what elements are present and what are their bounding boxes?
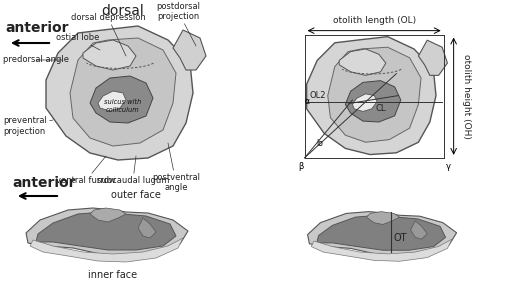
- Polygon shape: [339, 49, 386, 75]
- Polygon shape: [311, 239, 452, 261]
- Polygon shape: [410, 221, 427, 239]
- Text: dorsal: dorsal: [102, 4, 144, 18]
- Polygon shape: [26, 208, 188, 256]
- Polygon shape: [90, 208, 126, 222]
- Polygon shape: [307, 37, 436, 154]
- Text: α: α: [305, 97, 310, 106]
- Text: subcaudal lugum: subcaudal lugum: [97, 156, 169, 185]
- Text: OT: OT: [394, 233, 407, 243]
- Text: ventral furrow: ventral furrow: [56, 156, 116, 185]
- Polygon shape: [36, 212, 176, 250]
- Text: otolith length (OL): otolith length (OL): [332, 16, 416, 25]
- Polygon shape: [98, 91, 126, 111]
- Text: lo: lo: [316, 139, 324, 148]
- Text: outer face: outer face: [111, 190, 161, 200]
- Polygon shape: [345, 81, 401, 122]
- Text: postventral
angle: postventral angle: [152, 143, 200, 192]
- Polygon shape: [46, 26, 193, 160]
- Text: sulcus with
colliculum: sulcus with colliculum: [104, 99, 142, 113]
- Text: β: β: [298, 162, 303, 171]
- Text: predorsal angle: predorsal angle: [3, 56, 69, 64]
- Polygon shape: [328, 47, 421, 142]
- Text: anterior: anterior: [5, 21, 68, 35]
- Polygon shape: [30, 238, 183, 262]
- Polygon shape: [317, 215, 446, 250]
- Text: OL2: OL2: [310, 91, 326, 100]
- Polygon shape: [353, 94, 377, 111]
- Polygon shape: [418, 40, 447, 75]
- Polygon shape: [90, 76, 153, 123]
- Polygon shape: [308, 211, 457, 256]
- Polygon shape: [367, 211, 400, 225]
- Text: anterior: anterior: [12, 176, 75, 190]
- Polygon shape: [70, 38, 176, 146]
- Polygon shape: [83, 40, 136, 70]
- Polygon shape: [138, 218, 156, 238]
- Polygon shape: [173, 30, 206, 70]
- Text: CL: CL: [375, 103, 386, 113]
- Text: ostial lobe: ostial lobe: [56, 34, 100, 50]
- Text: γ: γ: [446, 162, 451, 171]
- Text: postdorsal
projection: postdorsal projection: [156, 2, 200, 46]
- Text: inner face: inner face: [88, 270, 138, 280]
- Text: dorsal depression: dorsal depression: [71, 13, 145, 56]
- Text: otolith height (OH): otolith height (OH): [462, 54, 470, 139]
- Text: preventral
projection: preventral projection: [3, 116, 53, 136]
